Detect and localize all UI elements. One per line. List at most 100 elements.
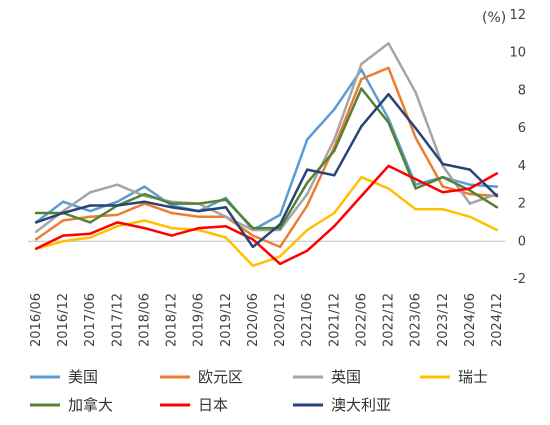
- series-point-0: [495, 185, 499, 188]
- series-point-0: [306, 138, 309, 141]
- series-point-6: [197, 209, 200, 213]
- series-point-1: [170, 211, 173, 215]
- series-point-5: [495, 172, 499, 175]
- x-tick-label: 2020/12: [273, 293, 288, 347]
- series-point-5: [116, 221, 119, 224]
- legend-label-4: 加拿大: [68, 396, 113, 414]
- series-point-6: [468, 168, 472, 171]
- series-point-1: [116, 213, 119, 217]
- y-unit-label: (%): [482, 10, 506, 26]
- x-tick-label: 2023/06: [409, 293, 424, 347]
- series-point-6: [360, 125, 363, 128]
- series-point-6: [495, 194, 499, 198]
- x-tick-label: 2016/12: [56, 293, 71, 347]
- series-point-4: [441, 176, 444, 179]
- series-point-3: [441, 208, 444, 211]
- series-point-6: [333, 174, 336, 177]
- series-point-5: [143, 226, 146, 230]
- series-point-2: [360, 62, 363, 66]
- series-point-2: [278, 228, 282, 232]
- series-point-4: [414, 187, 417, 190]
- x-tick-label: 2024/06: [463, 293, 478, 347]
- y-tick-label: 6: [518, 121, 526, 136]
- series-point-1: [34, 238, 38, 241]
- series-point-0: [468, 183, 472, 186]
- series-point-6: [61, 211, 65, 215]
- y-axis: -2 0 2 4 6 8 10 12: [509, 8, 526, 287]
- series-point-3: [89, 236, 92, 239]
- series-line-1: [35, 66, 498, 249]
- series-point-6: [278, 223, 282, 226]
- series-point-2: [414, 91, 417, 94]
- series-line-6: [35, 92, 498, 249]
- series-point-4: [306, 181, 309, 184]
- legend-label-3: 瑞士: [458, 368, 488, 386]
- x-tick-label: 2018/12: [165, 293, 180, 347]
- series-point-0: [387, 117, 390, 120]
- series-point-5: [278, 262, 282, 266]
- series-point-5: [306, 249, 309, 252]
- series-point-4: [170, 202, 173, 205]
- series-point-3: [61, 240, 65, 243]
- x-tick-label: 2019/12: [219, 293, 234, 347]
- series-point-2: [251, 228, 255, 232]
- series-point-3: [360, 176, 363, 179]
- series-point-6: [306, 168, 309, 171]
- series-point-1: [306, 204, 309, 207]
- series-point-5: [170, 234, 173, 237]
- series-point-3: [278, 255, 282, 258]
- series-line-3: [35, 175, 498, 268]
- series-point-4: [143, 192, 146, 196]
- series-point-3: [251, 264, 255, 267]
- series-line-4: [36, 87, 498, 230]
- series-point-1: [414, 136, 417, 139]
- series-point-6: [414, 126, 417, 130]
- y-tick-label: 8: [518, 83, 526, 98]
- series-point-1: [278, 245, 282, 249]
- series-point-0: [224, 196, 227, 200]
- series-point-5: [360, 194, 363, 198]
- series-point-4: [197, 202, 200, 205]
- series-point-2: [387, 42, 390, 45]
- x-axis: 2016/06 2016/12 2017/06 2017/12 2018/06 2018/…: [28, 240, 505, 347]
- x-tick-label: 2019/06: [192, 293, 207, 347]
- series-line-2: [35, 42, 498, 233]
- series-point-3: [414, 208, 417, 211]
- series-point-4: [360, 87, 363, 90]
- legend-label-1: 欧元区: [198, 368, 243, 386]
- series-point-1: [251, 234, 255, 237]
- series-line-5: [35, 164, 498, 266]
- x-tick-label: 2017/12: [110, 293, 125, 347]
- x-tick-label: 2024/12: [490, 293, 505, 347]
- series-point-6: [116, 204, 119, 207]
- series-point-6: [143, 200, 146, 203]
- series-point-2: [468, 202, 472, 205]
- y-tick-label: 2: [518, 197, 526, 212]
- series-point-2: [34, 230, 38, 234]
- series-point-6: [170, 206, 173, 209]
- x-tick-label: 2020/06: [246, 293, 261, 347]
- series-point-3: [387, 187, 390, 190]
- series-point-6: [89, 204, 92, 207]
- series-point-0: [333, 108, 336, 111]
- series-point-6: [34, 221, 38, 224]
- legend-label-5: 日本: [198, 396, 228, 414]
- x-tick-label: 2022/06: [354, 293, 369, 347]
- series-point-4: [495, 206, 499, 209]
- x-tick-label: 2023/12: [436, 293, 451, 347]
- series-point-0: [89, 209, 92, 213]
- series-point-5: [251, 238, 255, 241]
- x-tick-label: 2021/12: [327, 293, 342, 347]
- series-point-1: [89, 215, 92, 218]
- series-point-4: [251, 226, 255, 230]
- series-point-4: [34, 211, 38, 215]
- series-point-5: [468, 187, 472, 190]
- series-point-4: [224, 198, 227, 201]
- series-point-0: [116, 200, 119, 203]
- series-point-5: [441, 191, 444, 194]
- series-point-1: [387, 66, 390, 70]
- series-point-5: [34, 247, 38, 250]
